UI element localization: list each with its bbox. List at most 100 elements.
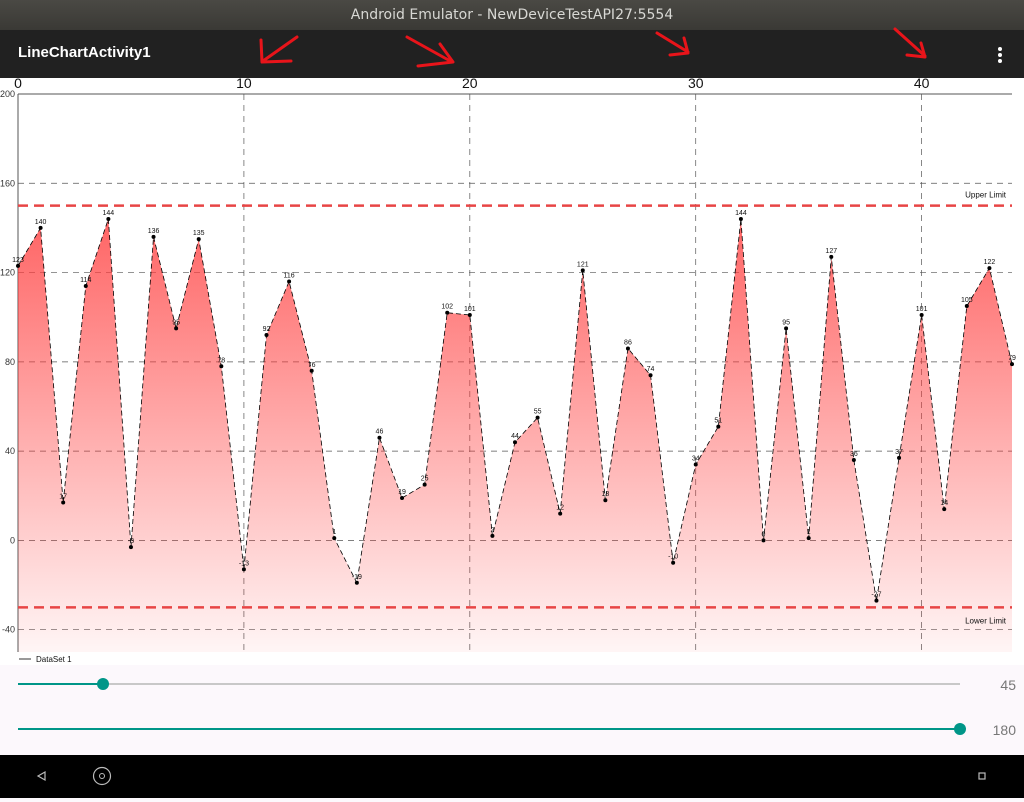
point [806,536,811,541]
data-label: 74 [647,366,655,373]
point [1010,362,1014,367]
point [942,507,947,512]
point [964,304,969,309]
point [671,560,676,565]
overflow-menu[interactable] [998,47,1002,65]
y-tick-label: 0 [10,535,15,545]
slider-x[interactable] [18,678,960,690]
data-label: -13 [239,560,249,567]
point [874,598,879,603]
point [264,333,269,338]
point [16,263,20,268]
point [174,326,179,331]
data-label: 2 [490,527,494,534]
data-label: -10 [668,554,678,561]
point [513,440,517,445]
data-label: 14 [940,500,948,507]
x-tick-label: 20 [462,78,478,91]
point [987,266,992,271]
slider-value: 180 [992,722,1016,738]
point [38,225,43,230]
app-bar: LineChartActivity1 [0,30,1024,78]
slider-y[interactable] [18,723,966,735]
data-label: 1 [332,529,336,536]
data-label: 101 [464,306,476,313]
data-label: -27 [871,592,881,599]
data-label: 46 [376,429,384,436]
point [919,312,924,317]
point [761,538,766,543]
data-label: 95 [172,319,180,326]
data-label: -19 [352,574,362,581]
area [18,218,1012,652]
limit-label: Upper Limit [965,191,1007,200]
data-label: 1 [807,529,811,536]
point [241,567,246,572]
data-label: 37 [895,449,903,456]
data-label: 17 [59,493,67,500]
x-tick-label: 30 [688,78,704,91]
data-label: 25 [421,476,429,483]
point [580,268,585,273]
app-title: LineChartActivity1 [18,44,151,61]
y-tick-label: -40 [2,625,15,635]
point [377,435,382,440]
point [445,310,450,315]
data-label: 135 [193,230,205,237]
data-label: 102 [441,304,453,311]
data-label: 36 [850,451,858,458]
data-label: 105 [961,297,973,304]
data-label: 140 [35,219,47,226]
point [535,415,540,420]
data-label: 18 [601,491,609,498]
home-button[interactable] [92,766,112,786]
legend-label: DataSet 1 [36,655,72,664]
data-label: 95 [782,319,790,326]
point [106,216,111,221]
point [151,234,156,239]
data-label: 86 [624,339,632,346]
data-label: 0 [762,531,766,538]
data-label: 78 [217,357,225,364]
nav-buttons [36,766,986,786]
point [83,283,88,288]
limit-label: Lower Limit [965,616,1007,625]
point [648,373,653,378]
point [422,482,427,487]
point [716,424,721,429]
x-tick-label: 0 [14,78,22,91]
point [287,279,292,284]
recents-button[interactable] [978,772,986,780]
home-dot [99,773,105,779]
data-label: 122 [984,259,996,266]
data-label: 51 [714,418,722,425]
point [851,458,856,463]
point [784,326,789,331]
point [490,533,495,538]
x-tick-label: 10 [236,78,252,91]
data-label: 136 [148,228,160,235]
data-label: 79 [1008,355,1016,362]
y-tick-label: 200 [0,89,15,99]
y-tick-label: 120 [0,268,15,278]
nav-bar [0,755,1024,798]
data-label: 123 [12,257,24,264]
data-label: 127 [825,248,837,255]
point [897,455,902,460]
data-label: -3 [128,538,134,545]
data-label: 55 [534,409,542,416]
point [400,495,405,500]
y-tick-label: 160 [0,178,15,188]
x-tick-label: 40 [914,78,930,91]
point [693,462,698,467]
point [128,545,133,550]
point [61,500,66,505]
point [309,368,314,373]
data-label: 144 [103,210,115,217]
point [738,216,743,221]
point [829,254,834,259]
point [219,364,224,369]
y-tick-label: 40 [5,446,15,456]
back-button[interactable] [36,770,46,782]
y-tick-label: 80 [5,357,15,367]
